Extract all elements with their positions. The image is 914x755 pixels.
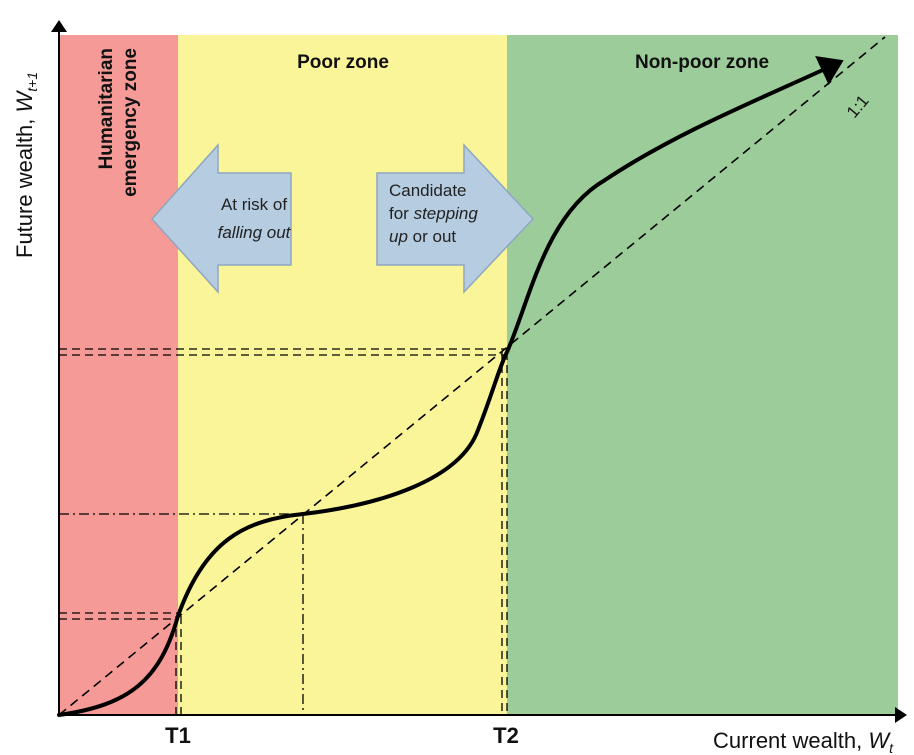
emergency-zone-title-line2: emergency zone <box>120 48 141 197</box>
stepping-up-label-line1: Candidate <box>389 181 467 200</box>
stepping-up-arrow <box>376 143 535 294</box>
x-axis-label-var: W <box>868 728 891 753</box>
nonpoor-zone-background <box>507 35 898 715</box>
y-axis-label-text: Future wealth, <box>12 112 37 258</box>
x-axis-label-sub: t <box>889 740 894 755</box>
poor-zone-title: Poor zone <box>297 52 389 73</box>
y-axis-label-var: W <box>12 89 37 112</box>
stepping-up-label-or-out: or out <box>408 227 456 246</box>
falling-out-arrow <box>150 143 292 294</box>
emergency-zone-background <box>59 35 178 715</box>
y-axis-label: Future wealth, Wt+1 <box>12 72 40 258</box>
emergency-zone-title: Humanitarian emergency zone <box>96 48 141 197</box>
one-to-one-line <box>58 36 886 716</box>
stepping-up-label-line2: for stepping <box>389 204 478 223</box>
t2-label: T2 <box>493 723 519 748</box>
falling-out-label-line2: falling out <box>218 223 292 242</box>
nonpoor-zone-title: Non-poor zone <box>635 52 769 73</box>
falling-out-label-line1: At risk of <box>221 195 287 214</box>
stepping-up-label-stepping: stepping <box>414 204 479 223</box>
wealth-dynamics-curve <box>57 56 844 717</box>
stepping-up-label-up: up <box>389 227 408 246</box>
poor-zone-background <box>178 35 507 715</box>
emergency-zone-title-line1: Humanitarian <box>96 48 117 169</box>
stepping-up-label-line3: up or out <box>389 227 456 246</box>
x-axis-label-text: Current wealth, <box>713 728 868 753</box>
stepping-up-label-for: for <box>389 204 414 223</box>
x-axis-label: Current wealth, Wt <box>713 728 894 755</box>
y-axis-label-sub: t+1 <box>24 72 40 92</box>
t1-label: T1 <box>165 723 191 748</box>
